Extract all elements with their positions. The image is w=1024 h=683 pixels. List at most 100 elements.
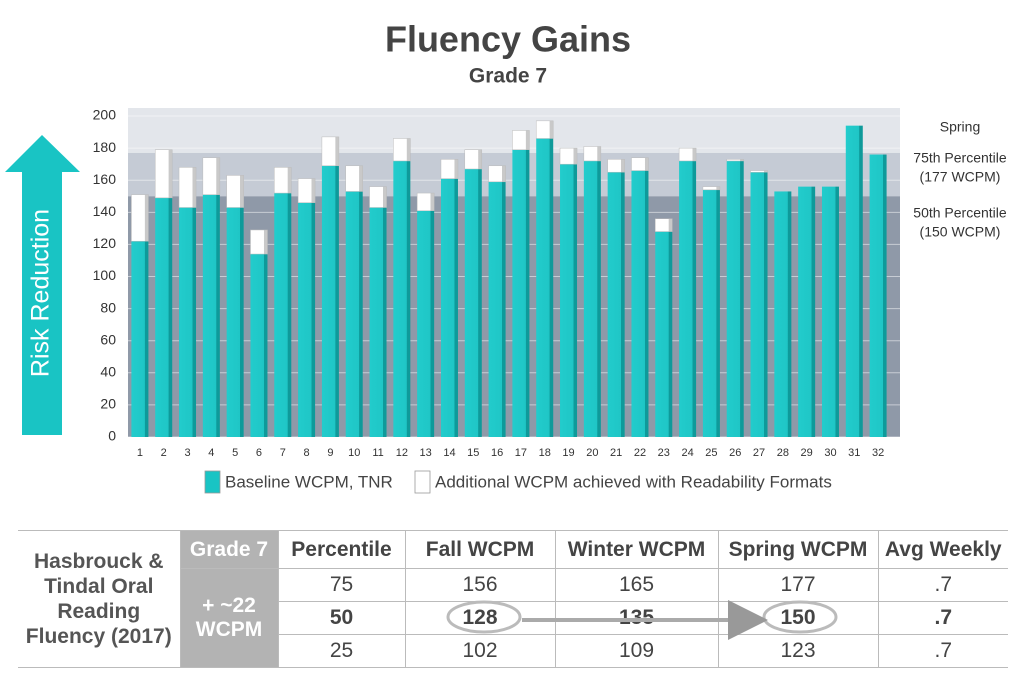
x-tick-label: 3: [184, 447, 190, 459]
cell: 75: [277, 568, 406, 602]
bar-segment: [488, 165, 506, 183]
cell: 165: [554, 568, 719, 602]
x-tick-label: 32: [872, 447, 884, 459]
y-tick-label: 80: [100, 299, 116, 315]
bar-segment: [321, 136, 340, 167]
legend-label: Baseline WCPM, TNR: [225, 472, 393, 491]
x-tick-label: 9: [327, 447, 333, 459]
bar-segment: [655, 218, 673, 232]
bar-segment: [345, 191, 363, 437]
x-tick-label: 18: [539, 447, 551, 459]
bar-segment: [345, 165, 363, 192]
x-tick-label: 23: [658, 447, 670, 459]
bar-segment: [750, 172, 768, 437]
cell: 50: [277, 601, 406, 635]
cell: 177: [717, 568, 879, 602]
x-tick-label: 5: [232, 447, 238, 459]
bar-segment: [679, 160, 697, 437]
x-tick-label: 4: [208, 447, 214, 459]
x-tick-label: 13: [420, 447, 432, 459]
cell: 102: [404, 634, 556, 668]
bar-segment: [274, 167, 292, 194]
x-tick-label: 12: [396, 447, 408, 459]
band-label: (150 WCPM): [920, 224, 1001, 240]
x-tick-label: 26: [729, 447, 741, 459]
bar-segment: [178, 167, 197, 208]
arrow: [5, 135, 80, 435]
x-tick-label: 11: [372, 447, 383, 459]
bar-segment: [702, 186, 721, 191]
cell: 123: [717, 634, 879, 668]
bar-segment: [488, 181, 506, 437]
x-tick-label: 14: [443, 447, 455, 459]
bar-segment: [202, 157, 221, 195]
bar-segment: [774, 191, 792, 437]
annotation: Risk Reduction: [27, 209, 55, 377]
y-tick-label: 120: [93, 235, 117, 251]
x-tick-label: 25: [705, 447, 717, 459]
bar-segment: [583, 146, 602, 162]
bar-segment: [417, 210, 435, 437]
bar-segment: [393, 160, 411, 437]
col-header: Avg Weekly: [877, 530, 1008, 569]
band-label: 50th Percentile: [913, 205, 1007, 221]
x-tick-label: 21: [610, 447, 622, 459]
x-tick-label: 24: [681, 447, 693, 459]
x-tick-label: 27: [753, 447, 765, 459]
x-tick-label: 16: [491, 447, 503, 459]
bar-segment: [750, 170, 768, 173]
cell: 128: [404, 601, 556, 635]
grade: Grade 7: [179, 530, 279, 569]
bar-segment: [202, 194, 220, 437]
band-label: (177 WCPM): [920, 169, 1001, 185]
bar-segment: [321, 165, 339, 437]
col-header: Fall WCPM: [404, 530, 556, 569]
bar-segment: [369, 207, 387, 437]
x-tick-label: 15: [467, 447, 479, 459]
bar-segment: [416, 192, 435, 211]
y-tick-label: 0: [108, 428, 116, 444]
bar-segment: [631, 157, 649, 171]
bar-segment: [702, 189, 720, 437]
bar-segment: [155, 197, 173, 437]
y-tick-label: 20: [100, 396, 116, 412]
x-tick-label: 2: [161, 447, 167, 459]
bar-segment: [464, 168, 482, 438]
x-tick-label: 1: [137, 447, 143, 459]
bar-segment: [131, 194, 149, 242]
chart-title: Fluency Gains: [385, 19, 631, 60]
bar-segment: [607, 159, 625, 173]
gain: + ~22 WCPM: [179, 568, 279, 668]
bar-segment: [560, 164, 578, 438]
cell: 109: [554, 634, 719, 668]
y-tick-label: 40: [100, 364, 116, 380]
bar-segment: [631, 170, 649, 437]
x-tick-label: 10: [348, 447, 360, 459]
x-tick-label: 17: [515, 447, 527, 459]
y-tick-label: 100: [93, 267, 117, 283]
bar-segment: [440, 178, 458, 438]
bar-segment: [250, 254, 268, 437]
bar-segment: [559, 147, 578, 165]
cell: 150: [717, 601, 879, 635]
bar-segment: [798, 186, 816, 437]
x-tick-label: 8: [304, 447, 310, 459]
bar-segment: [298, 202, 316, 437]
cell: .7: [877, 601, 1008, 635]
x-tick-label: 30: [824, 447, 836, 459]
bar-segment: [250, 229, 268, 255]
bar-segment: [512, 130, 530, 150]
x-tick-label: 6: [256, 447, 262, 459]
bar-segment: [154, 149, 173, 199]
bar-segment: [297, 178, 316, 203]
x-tick-label: 7: [280, 447, 286, 459]
bar-segment: [655, 231, 673, 437]
bar-segment: [440, 159, 459, 179]
bar-segment: [869, 154, 887, 438]
col-header: Winter WCPM: [554, 530, 719, 569]
legend-label: Additional WCPM achieved with Readabilit…: [435, 472, 832, 491]
bar-segment: [131, 241, 149, 437]
source: Hasbrouck & Tindal Oral Reading Fluency …: [18, 530, 181, 668]
x-tick-label: 31: [848, 447, 860, 459]
